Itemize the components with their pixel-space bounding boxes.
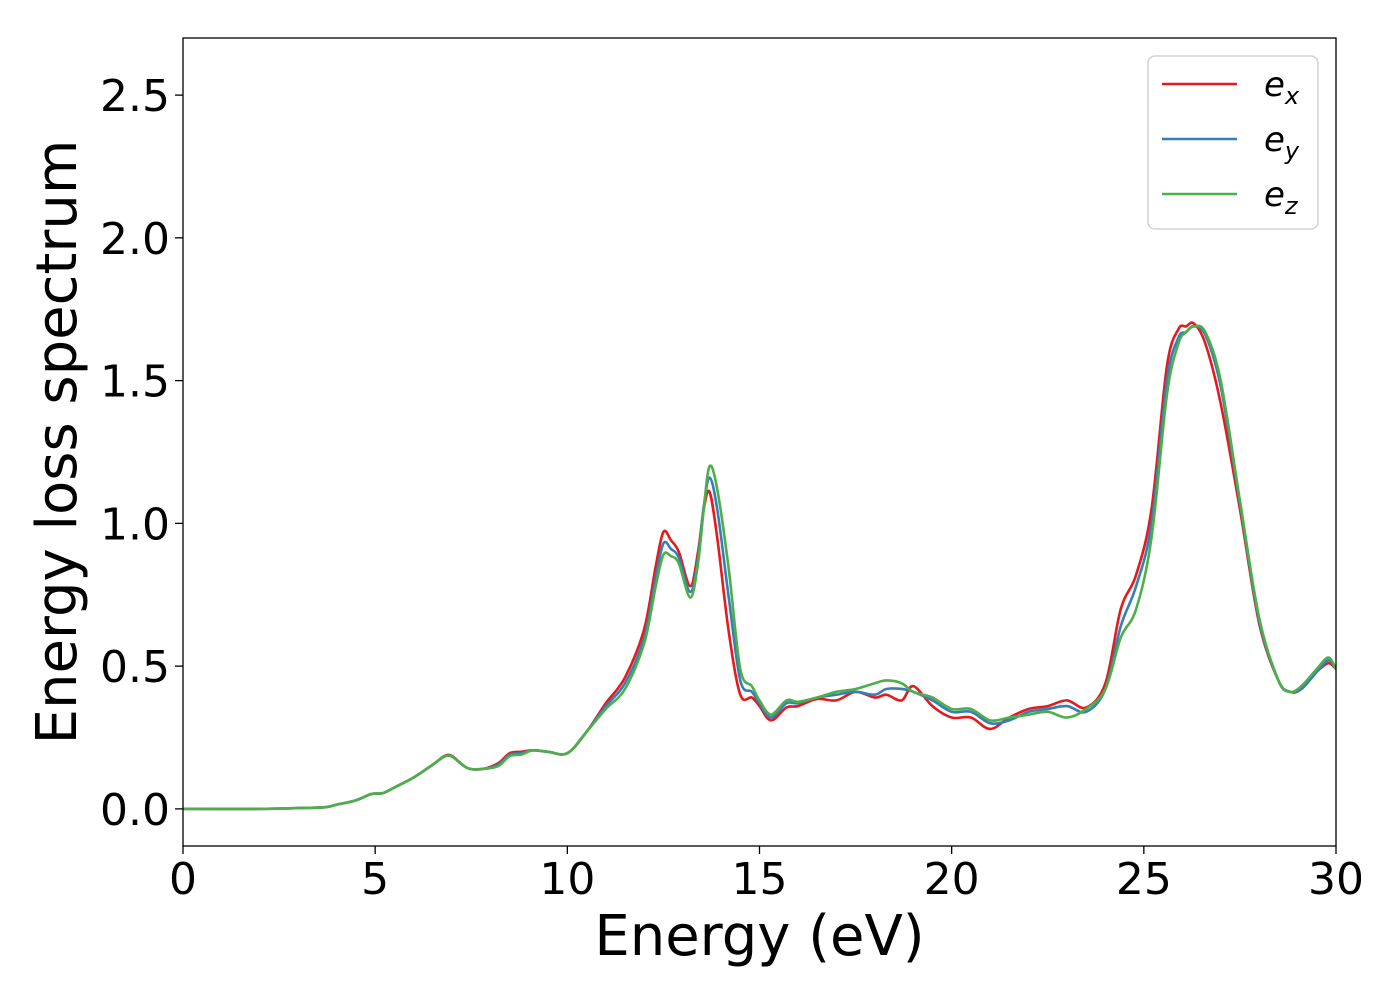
legend-label-y: ey	[1264, 120, 1300, 165]
x-tick-label: 25	[1116, 854, 1172, 905]
series-line-z	[183, 324, 1336, 811]
series-layer	[183, 321, 1336, 811]
y-tick-label: 2.0	[100, 214, 170, 265]
x-tick-label: 10	[539, 854, 595, 905]
legend-box	[1147, 55, 1319, 230]
x-axis: 0 5 10 15 20 25 30	[169, 846, 1364, 905]
y-tick-label: 2.5	[100, 71, 170, 122]
y-tick-label: 1.5	[100, 357, 170, 408]
x-tick-label: 0	[169, 854, 197, 905]
x-tick-label: 30	[1308, 854, 1364, 905]
y-tick-label: 0.5	[100, 642, 170, 693]
y-tick-label: 1.0	[100, 499, 170, 550]
y-axis: 0.0 0.5 1.0 1.5 2.0 2.5	[100, 71, 183, 836]
x-tick-label: 5	[361, 854, 389, 905]
x-tick-label: 20	[924, 854, 980, 905]
x-tick-label: 15	[732, 854, 788, 905]
legend-label-z: ez	[1264, 175, 1299, 220]
x-axis-title: Energy (eV)	[594, 904, 924, 969]
y-tick-label: 0.0	[100, 785, 170, 836]
legend-label-x: ex	[1264, 65, 1300, 110]
legend: ex ey ez	[1147, 55, 1319, 230]
plot-area	[183, 38, 1336, 846]
y-axis-title: Energy loss spectrum	[25, 140, 90, 745]
